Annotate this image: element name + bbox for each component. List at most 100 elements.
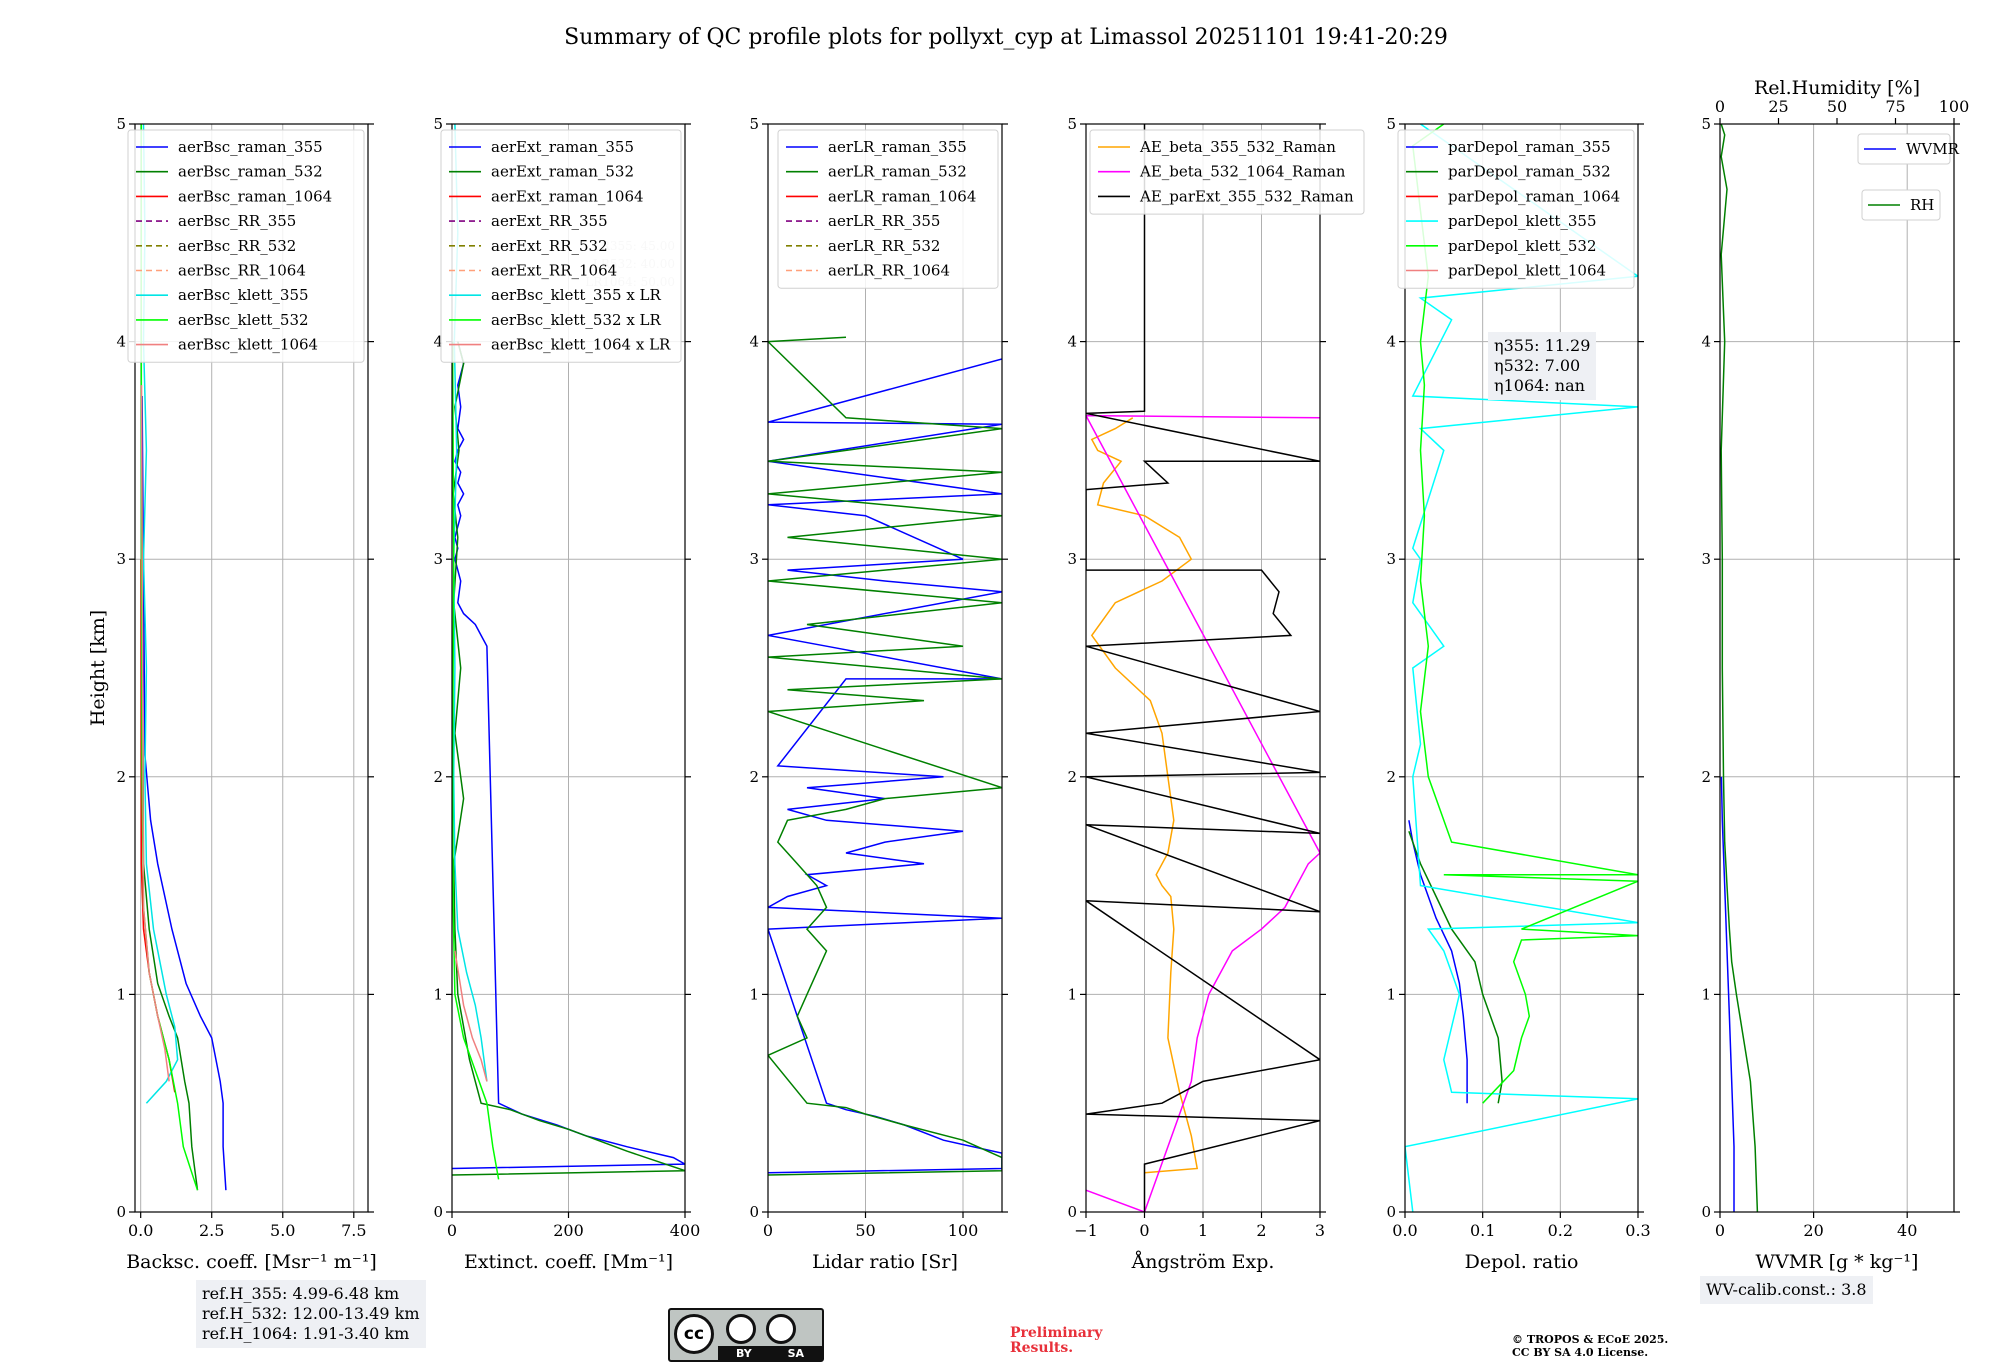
y-tick-label: 1 <box>1067 985 1077 1003</box>
y-tick-label: 2 <box>433 768 443 786</box>
series-line-aerbsc-raman-532 <box>140 395 199 1191</box>
legend-entry: parDepol_klett_355 <box>1448 212 1597 230</box>
legend-entry: aerLR_RR_355 <box>828 212 940 230</box>
y-tick-label: 4 <box>749 333 759 351</box>
legend-entry: aerBsc_klett_532 x LR <box>491 311 662 329</box>
x-tick-label: 50 <box>855 1221 875 1240</box>
eta-532: η532: 7.00 <box>1494 356 1581 375</box>
legend-entry: aerBsc_klett_1064 <box>178 336 318 354</box>
y-tick-label: 3 <box>1701 550 1711 568</box>
legend-box: WVMR <box>1857 133 1960 165</box>
wv-calib-constant: WV-calib.const.: 3.8 <box>1706 1280 1867 1299</box>
x2-axis-label: Rel.Humidity [%] <box>1754 77 1920 99</box>
series-line-pardepol-klett-355 <box>1405 124 1638 1212</box>
x-tick-label: 3 <box>1315 1221 1325 1240</box>
series-line-aerbsc-raman-355 <box>141 395 227 1191</box>
y-tick-label: 1 <box>433 985 443 1003</box>
y-tick-label: 5 <box>433 115 443 133</box>
x-tick-label: −1 <box>1074 1221 1098 1240</box>
series-line-pardepol-raman-355 <box>1408 820 1468 1104</box>
x-tick-label: 0 <box>1139 1221 1149 1240</box>
y-tick-label: 5 <box>116 115 126 133</box>
series-line-aerbsc-klett-1064-x-lr <box>454 950 488 1082</box>
y-tick-label: 4 <box>1701 333 1711 351</box>
x-axis-label: Ångström Exp. <box>1131 1251 1275 1273</box>
copyright-line1: © TROPOS & ECoE 2025. <box>1512 1333 1669 1346</box>
y-tick-label: 0 <box>749 1203 759 1221</box>
ref-height-355: ref.H_355: 4.99-6.48 km <box>202 1284 400 1303</box>
legend-box: RH <box>1861 189 1941 221</box>
y-tick-label: 1 <box>1701 985 1711 1003</box>
series-line-pardepol-klett-532 <box>1412 124 1638 1104</box>
ref-height-532: ref.H_532: 12.00-13.49 km <box>202 1304 420 1323</box>
legend-entry: AE_parExt_355_532_Raman <box>1139 187 1354 205</box>
series-line-aerlr-raman-532 <box>768 336 1002 1176</box>
legend-entry: aerExt_raman_355 <box>491 138 634 156</box>
legend-frame <box>440 129 682 363</box>
panel-backscatter: 0 1 2 3 4 5 0.0 2.5 5.0 7.5 Backsc. coeff. [Msr⁻¹ … <box>87 115 377 1273</box>
legend-entry: aerExt_raman_1064 <box>491 187 644 205</box>
series-line-ae-beta-532-1064-raman <box>1086 414 1320 1212</box>
wv-calib-box: WV-calib.const.: 3.8 <box>1700 1276 1873 1304</box>
cc-icon: cc <box>674 1314 714 1354</box>
axes-frame <box>1719 123 1955 1213</box>
legend-entry: AE_beta_532_1064_Raman <box>1139 163 1346 181</box>
y-tick-label: 2 <box>1701 768 1711 786</box>
legend-box: AE_beta_355_532_Raman AE_beta_532_1064_Ra… <box>1089 129 1365 215</box>
y-tick-label: 3 <box>116 550 126 568</box>
x-tick-label: 400 <box>670 1221 701 1240</box>
y-tick-label: 4 <box>1067 333 1077 351</box>
legend-entry: parDepol_klett_532 <box>1448 237 1597 255</box>
x-tick-label: 100 <box>948 1221 979 1240</box>
figure-title: Summary of QC profile plots for pollyxt_… <box>564 25 1448 50</box>
x-tick-label: 20 <box>1803 1221 1823 1240</box>
series-line-rh <box>1720 124 1759 1212</box>
legend-entry: aerLR_raman_532 <box>828 163 967 181</box>
y-tick-label: 5 <box>1701 115 1711 133</box>
y-tick-label: 5 <box>1386 115 1396 133</box>
x-axis-label: Depol. ratio <box>1465 1251 1579 1273</box>
y-tick-label: 2 <box>1067 768 1077 786</box>
y-tick-label: 0 <box>1067 1203 1077 1221</box>
eta-1064: η1064: nan <box>1494 376 1585 395</box>
legend-box: aerExt_raman_355 aerExt_raman_532 aerExt_r… <box>440 129 682 363</box>
legend-entry: aerBsc_RR_1064 <box>178 262 306 280</box>
legend-entry: aerBsc_raman_355 <box>178 138 323 156</box>
y-tick-label: 5 <box>1067 115 1077 133</box>
y-tick-label: 1 <box>1386 985 1396 1003</box>
x-tick-label: 1 <box>1198 1221 1208 1240</box>
preliminary-results-note: Preliminary Results. <box>1010 1326 1102 1356</box>
legend-box: aerBsc_raman_355 aerBsc_raman_532 aerBsc_r… <box>127 129 365 363</box>
x-tick-label: 0.2 <box>1548 1221 1573 1240</box>
y-tick-label: 4 <box>1386 333 1396 351</box>
y-tick-label: 3 <box>433 550 443 568</box>
y-tick-label: 0 <box>1386 1203 1396 1221</box>
legend-box: parDepol_raman_355 parDepol_raman_532 parD… <box>1397 129 1635 289</box>
x2-tick-label: 75 <box>1885 97 1905 116</box>
y-tick-label: 3 <box>1386 550 1396 568</box>
x-tick-label: 2.5 <box>199 1221 224 1240</box>
y-tick-label: 0 <box>433 1203 443 1221</box>
y-tick-label: 1 <box>749 985 759 1003</box>
legend-entry: parDepol_klett_1064 <box>1448 262 1606 280</box>
y-tick-label: 2 <box>116 768 126 786</box>
axes-frame <box>767 123 1003 1213</box>
series-line-pardepol-raman-532 <box>1408 830 1503 1104</box>
legend-entry: parDepol_raman_355 <box>1448 138 1611 156</box>
x2-tick-label: 50 <box>1827 97 1847 116</box>
x-tick-label: 200 <box>553 1221 584 1240</box>
preliminary-line1: Preliminary <box>1010 1325 1103 1341</box>
x-tick-label: 0.1 <box>1470 1221 1495 1240</box>
cc-by-label: BY <box>735 1346 752 1360</box>
x-axis-label: Lidar ratio [Sr] <box>812 1251 958 1273</box>
x-tick-label: 0 <box>1715 1221 1725 1240</box>
legend-entry: aerLR_raman_1064 <box>828 187 976 205</box>
y-tick-label: 4 <box>116 333 126 351</box>
copyright-note: © TROPOS & ECoE 2025. CC BY SA 4.0 Licen… <box>1512 1333 1668 1359</box>
legend-entry: aerBsc_raman_532 <box>178 163 323 181</box>
x-tick-label: 0 <box>763 1221 773 1240</box>
